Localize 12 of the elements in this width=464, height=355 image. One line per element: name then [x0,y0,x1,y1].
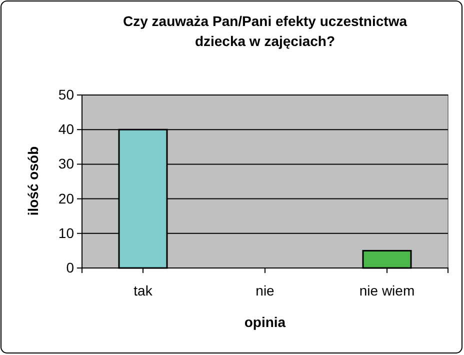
chart-title: Czy zauważa Pan/Pani efekty uczestnictwa dziecka w zajęciach? [123,13,408,49]
y-axis-title: ilość osób [25,146,41,216]
y-tick-label: 0 [66,259,74,276]
x-tick-label: tak [134,282,154,299]
y-tick-label: 40 [58,121,74,138]
y-tick-label: 10 [58,224,74,241]
x-axis-title: opinia [244,314,286,330]
y-tick-label: 20 [58,190,74,206]
x-tick-label: nie [256,282,275,299]
y-tick-label: 30 [58,156,74,172]
y-tick-label: 50 [58,86,74,102]
x-tick-label: nie wiem [359,282,415,299]
